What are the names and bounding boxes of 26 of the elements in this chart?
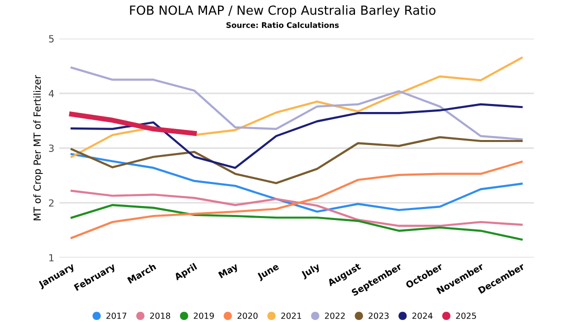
line-series [70,103,523,169]
y-tick-label: 5 [49,35,54,42]
line-series [70,160,523,239]
legend-label: 2025 [456,312,476,319]
line-series [70,56,523,158]
y-tick-label: 4 [48,90,54,98]
legend-label: 2019 [194,312,214,319]
legend-label: 2021 [281,312,302,319]
line-series [70,136,523,184]
legend-label: 2022 [324,312,345,319]
x-tick-label: May [218,262,240,280]
line-series [70,153,523,213]
legend-label: 2020 [238,312,258,319]
y-tick-label: 1 [49,254,54,262]
line-series [70,66,523,140]
legend-label: 2023 [368,312,389,319]
y-axis-title: MT of Crop Per MT of Fertilizer [33,75,43,220]
legend-label: 2018 [150,312,170,319]
line-series [70,204,523,241]
legend-label: 2024 [412,312,433,319]
line-series [69,112,197,136]
chart-title: FOB NOLA MAP / New Crop Australia Barley Ratio [130,5,436,18]
y-tick-label: 3 [49,144,54,152]
line-series [70,190,523,227]
y-tick-label: 2 [48,199,54,207]
legend-label: 2017 [106,312,126,319]
